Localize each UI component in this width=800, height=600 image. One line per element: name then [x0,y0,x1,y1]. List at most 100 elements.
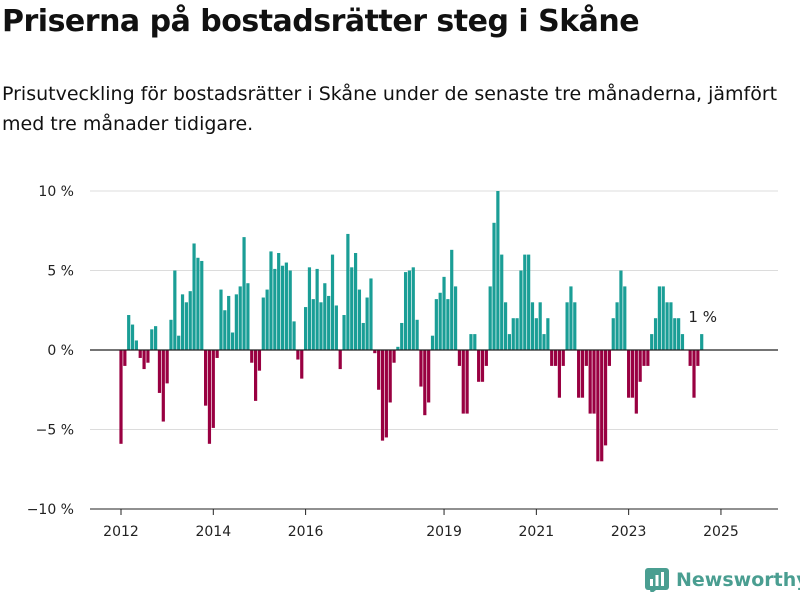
bar [338,350,342,370]
bar [380,350,385,441]
chart-title: Priserna på bostadsrätter steg i Skåne [2,4,640,39]
y-tick-label: 5 % [47,264,74,280]
bar [288,270,292,350]
bar [334,305,338,350]
bar [315,268,319,350]
bar [296,350,300,360]
bar [573,302,577,350]
bar [446,299,450,350]
bar [523,254,527,350]
bar [603,350,608,446]
bar [369,278,373,350]
x-tick-label: 2021 [519,524,555,540]
x-tick-label: 2025 [703,524,739,540]
bar [642,350,646,366]
bar [538,302,542,350]
bar [280,265,285,350]
bar [411,267,415,350]
bar [619,270,623,350]
bar [669,302,673,350]
bars [119,191,704,462]
bar [173,270,177,350]
bar [242,237,246,350]
bar [696,350,700,366]
bar [161,350,165,422]
bar [265,289,269,350]
bar [230,332,235,350]
bar [154,326,158,350]
bar [373,350,377,354]
bar [346,233,350,350]
bar [227,295,231,350]
bar [142,350,146,370]
bar [500,254,504,350]
bar [673,318,677,350]
bar [138,350,142,358]
bar [211,350,215,428]
bar [169,319,173,350]
bar [477,350,481,382]
newsworthy-logo-icon [645,568,669,592]
bar [561,350,565,366]
bar [361,322,365,350]
bar [357,289,362,350]
bar [700,334,704,350]
bar [400,322,404,350]
bar [196,257,200,350]
bar [219,289,223,350]
bar [377,350,381,390]
bar [330,254,335,350]
x-tick-label: 2014 [195,524,231,540]
bar [207,350,212,444]
bar [365,297,369,350]
bar [511,318,515,350]
x-tick-label: 2023 [611,524,647,540]
bar [311,299,315,350]
bar [611,318,615,350]
bar [534,318,538,350]
bar [496,191,500,350]
bar [323,283,327,350]
bar [403,272,408,350]
bar-chart: 10 % 5 % 0 % −5 % −10 % 2012 2014 2016 2019 2021 2… [27,184,778,540]
bar [192,243,196,350]
bar [130,324,135,350]
bar [542,334,546,350]
bar [519,270,523,350]
bar [342,315,346,350]
bar [580,350,585,398]
bar [238,286,242,350]
bar [515,318,519,350]
bar [157,350,162,393]
bar [392,350,396,363]
bar [134,340,138,350]
bar [661,286,665,350]
bar [557,350,562,398]
bar [350,267,354,350]
bar [261,297,265,350]
x-tick-label: 2012 [103,524,139,540]
bar [250,350,254,363]
bar [634,350,638,414]
bar [253,350,258,401]
bar [388,350,392,403]
bar [415,319,419,350]
bar [430,335,435,350]
bar [688,350,692,366]
bar [177,335,181,350]
bar [284,262,288,350]
bar [438,292,442,350]
bar [550,350,554,366]
bar [677,318,681,350]
bar [223,310,227,350]
bar [592,350,596,414]
chart-subtitle: Prisutveckling för bostadsrätter i Skåne… [2,83,778,135]
bar [657,286,661,350]
y-tick-label: −5 % [36,423,74,439]
bar [327,295,331,350]
bar [530,302,535,350]
x-tick-label: 2016 [288,524,324,540]
bar [127,315,131,350]
bar [396,346,400,350]
bar [303,307,308,350]
